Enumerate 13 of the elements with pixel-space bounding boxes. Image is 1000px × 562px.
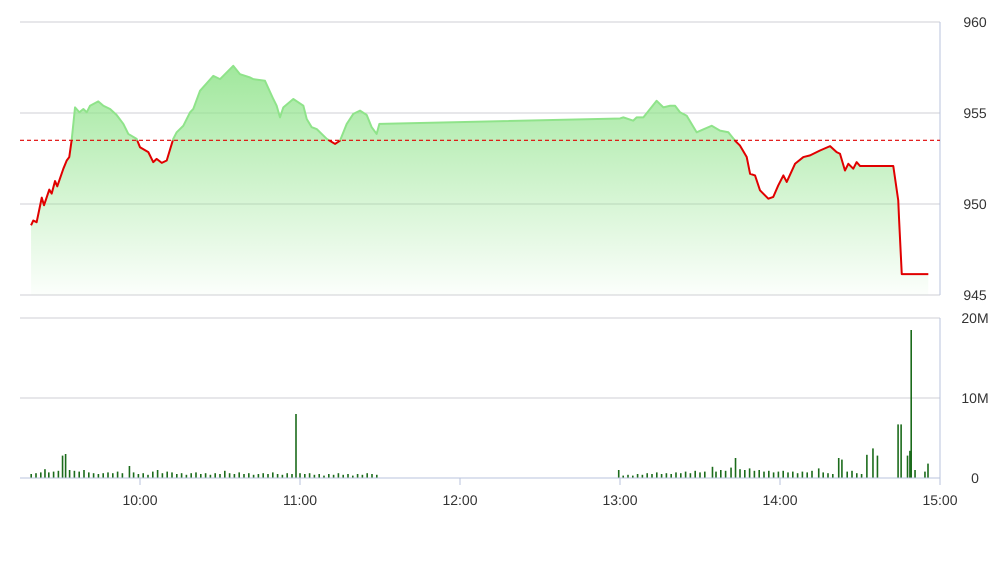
x-tick-label: 13:00 [602, 492, 638, 508]
y-tick-label: 0 [971, 470, 980, 486]
x-tick-label: 15:00 [922, 492, 958, 508]
y-tick-label: 945 [963, 287, 987, 303]
y-tick-label: 960 [963, 14, 987, 30]
x-tick-label: 12:00 [442, 492, 478, 508]
x-tick-label: 10:00 [122, 492, 158, 508]
x-tick-label: 11:00 [283, 492, 318, 508]
x-tick-label: 14:00 [762, 492, 798, 508]
y-tick-label: 10M [961, 390, 989, 406]
y-tick-label: 955 [963, 105, 987, 121]
y-tick-label: 950 [963, 196, 987, 212]
y-tick-label: 20M [961, 310, 989, 326]
